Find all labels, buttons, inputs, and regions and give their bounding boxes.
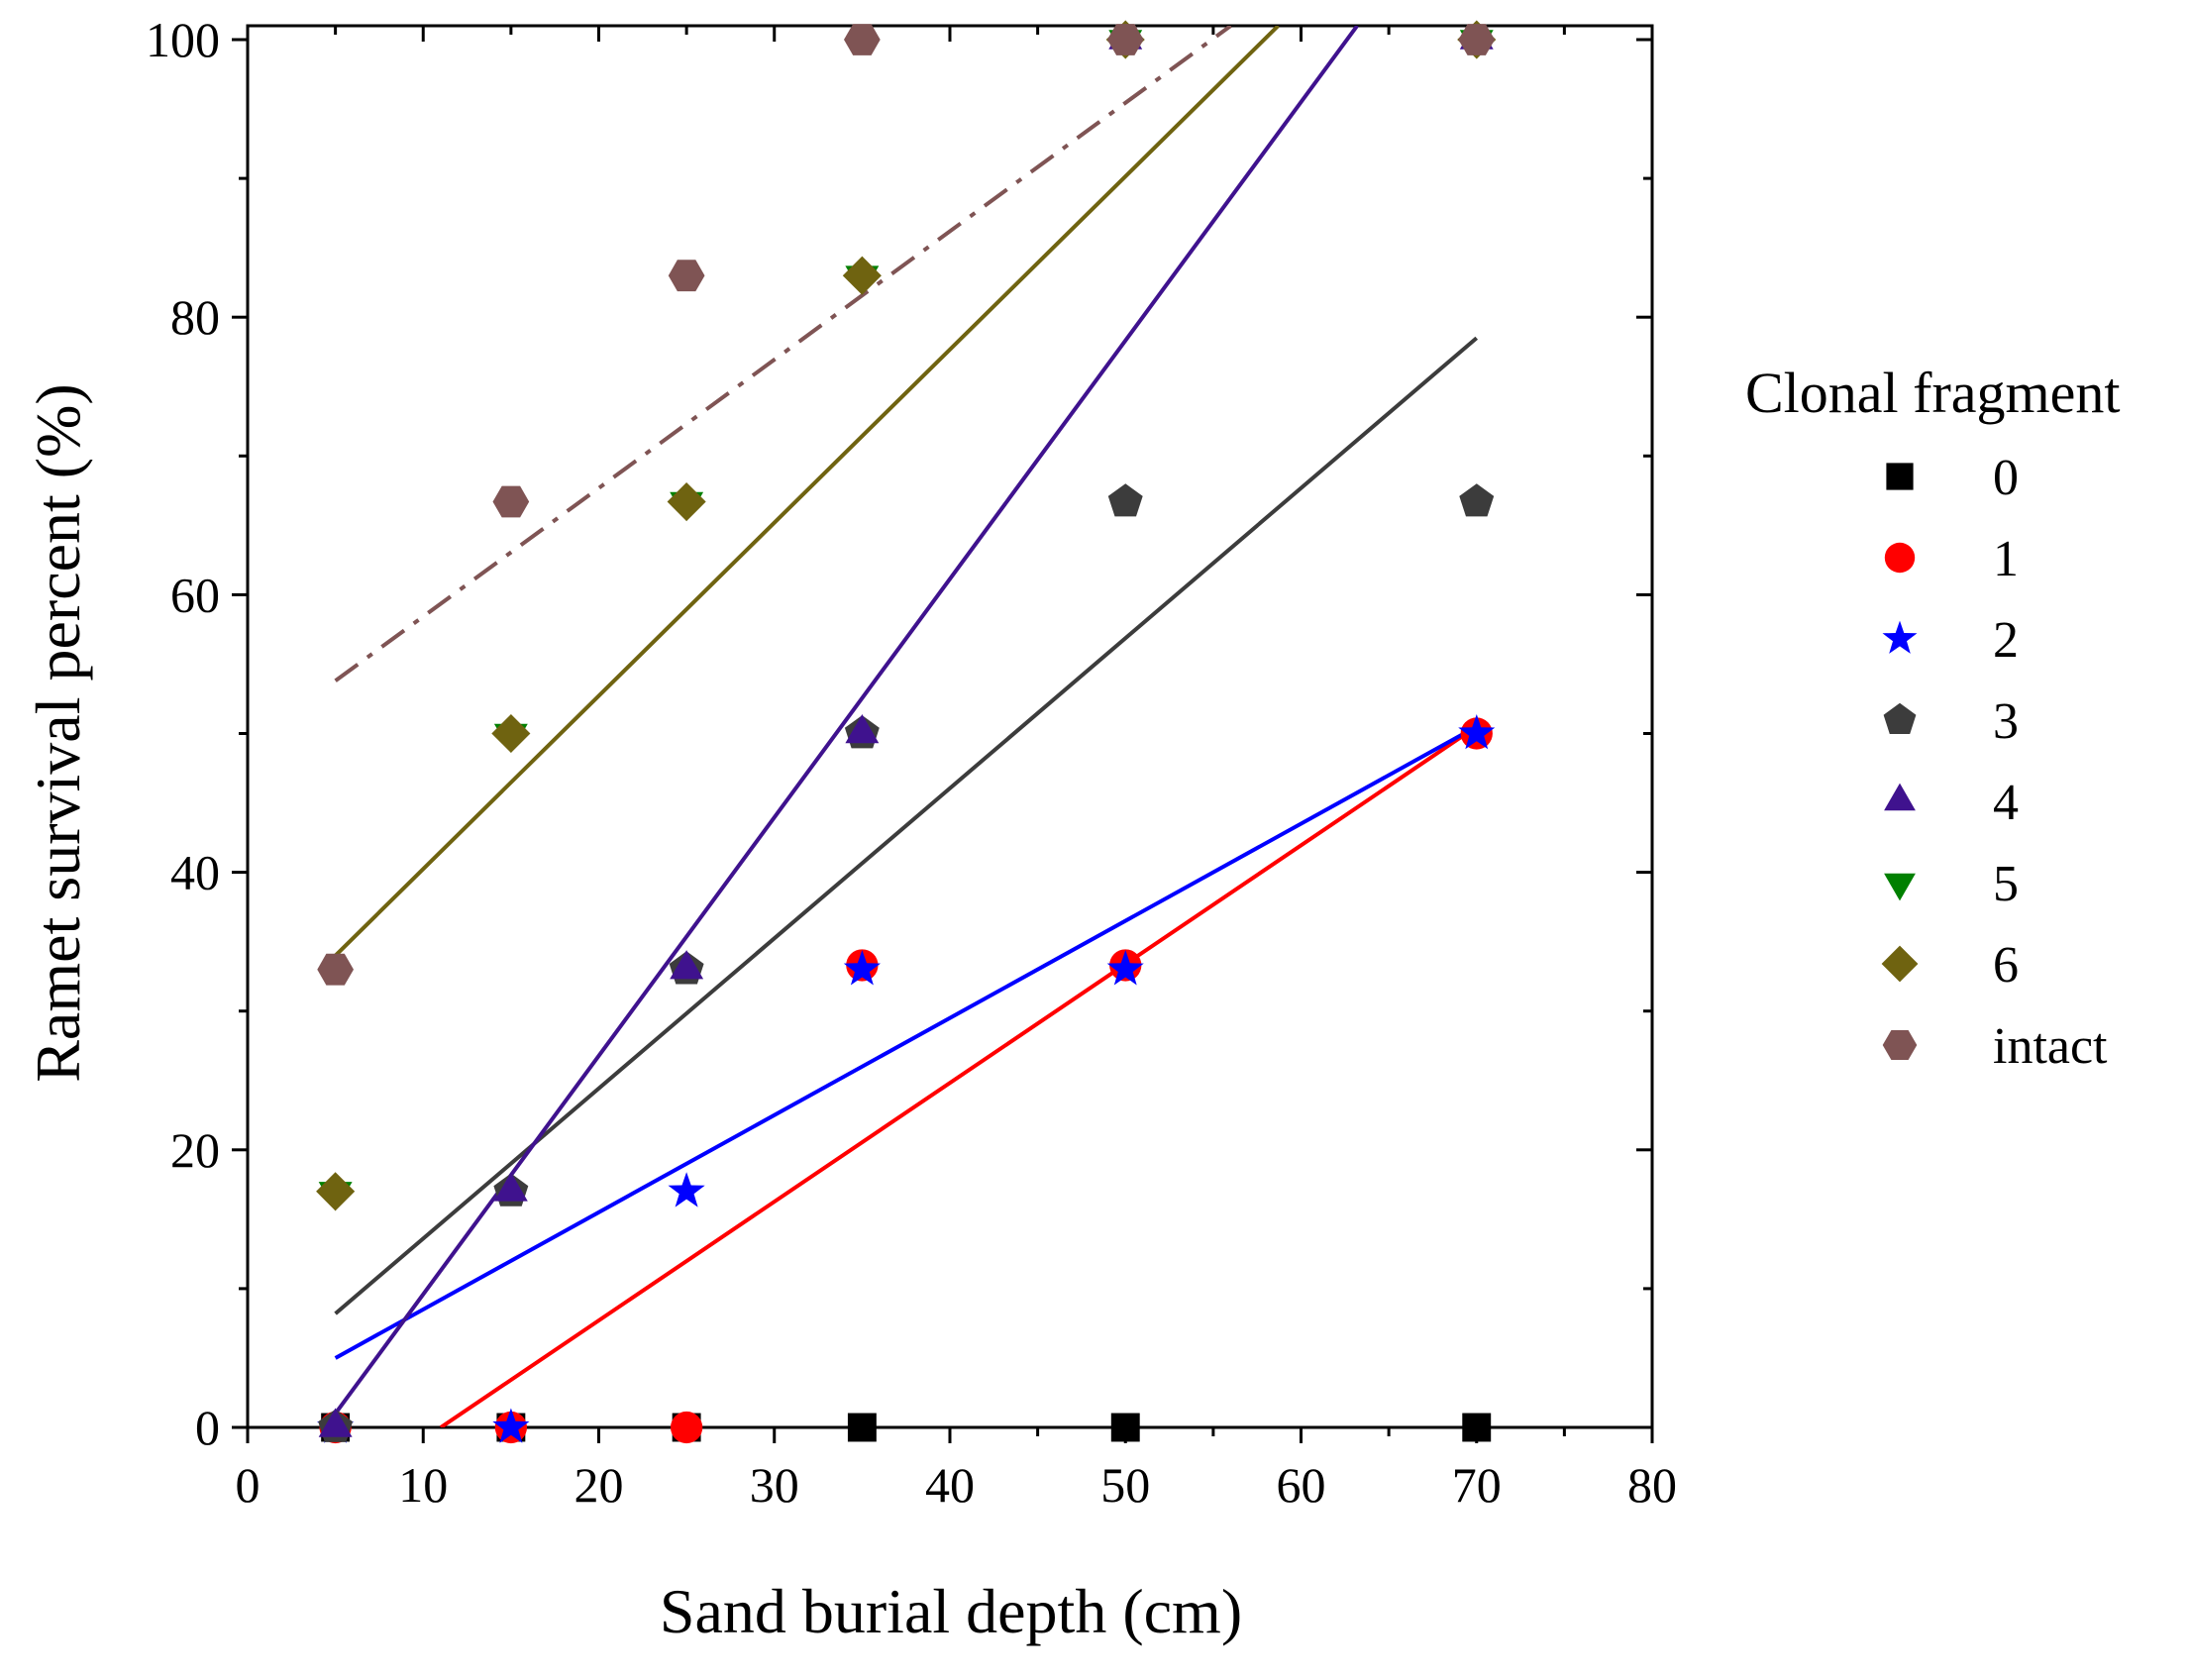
legend-marker-2 xyxy=(1882,620,1918,654)
y-axis-label: Ramet survival percent (%) xyxy=(23,383,93,1083)
data-point-intact xyxy=(844,24,881,55)
data-point-0 xyxy=(847,1413,877,1442)
y-tick-label: 60 xyxy=(170,567,220,622)
data-point-intact xyxy=(1106,24,1144,55)
data-point-0 xyxy=(1462,1413,1492,1442)
x-tick-label: 0 xyxy=(236,1457,261,1513)
y-tick-label: 40 xyxy=(170,845,220,900)
fit-line-2 xyxy=(334,724,1478,1360)
legend-label: intact xyxy=(1993,1018,2108,1075)
data-point-2 xyxy=(1106,950,1144,986)
data-point-2 xyxy=(843,950,881,986)
data-markers xyxy=(316,20,1497,1444)
data-point-4 xyxy=(670,950,704,980)
data-point-1 xyxy=(670,1411,703,1444)
x-tick-label: 80 xyxy=(1627,1457,1677,1513)
data-point-2 xyxy=(492,1408,530,1443)
x-tick-label: 20 xyxy=(574,1457,624,1513)
legend-marker-5 xyxy=(1884,873,1916,901)
data-point-intact xyxy=(317,953,354,986)
x-axis-label: Sand burial depth (cm) xyxy=(660,1576,1242,1646)
fit-line-6 xyxy=(334,26,1280,958)
x-tick-label: 30 xyxy=(750,1457,799,1513)
data-point-6 xyxy=(316,1172,356,1211)
legend-marker-intact xyxy=(1882,1030,1918,1060)
data-point-3 xyxy=(1107,483,1143,517)
fit-line-3 xyxy=(334,336,1479,1315)
legend-title: Clonal fragment xyxy=(1745,361,2121,425)
x-tick-label: 40 xyxy=(925,1457,975,1513)
x-tick-label: 10 xyxy=(398,1457,448,1513)
legend-marker-0 xyxy=(1886,463,1914,490)
y-tick-label: 0 xyxy=(195,1400,220,1455)
legend-marker-6 xyxy=(1881,945,1919,983)
x-tick-label: 60 xyxy=(1277,1457,1326,1513)
data-point-6 xyxy=(491,714,531,753)
legend-label: 3 xyxy=(1993,693,2019,750)
x-tick-label: 70 xyxy=(1452,1457,1502,1513)
data-point-2 xyxy=(668,1172,705,1208)
fit-line-intact xyxy=(334,26,1232,682)
plot-frame xyxy=(246,24,1654,1429)
data-point-3 xyxy=(1459,483,1495,517)
legend-label: 0 xyxy=(1993,450,2019,506)
data-point-intact xyxy=(668,260,705,292)
data-point-6 xyxy=(667,482,706,522)
y-tick-label: 100 xyxy=(146,12,220,67)
data-point-4 xyxy=(493,1172,528,1202)
axes: 0 10 20 30 40 50 60 70 80 0 20 40 60 80 100 xyxy=(146,12,1677,1513)
data-point-0 xyxy=(1110,1413,1140,1442)
data-point-6 xyxy=(842,256,882,295)
legend-label: 5 xyxy=(1993,856,2019,912)
data-point-2 xyxy=(1458,714,1496,750)
legend-marker-1 xyxy=(1884,542,1916,574)
legend-label: 2 xyxy=(1993,612,2019,669)
fit-line-1 xyxy=(439,724,1478,1427)
fit-line-4 xyxy=(334,26,1359,1416)
data-point-4 xyxy=(845,714,880,744)
data-point-intact xyxy=(492,485,530,518)
legend-label: 1 xyxy=(1993,531,2019,587)
legend-label: 6 xyxy=(1993,937,2019,994)
legend: Clonal fragment 0 1 2 3 4 5 6 intact xyxy=(1745,361,2121,1075)
data-point-intact xyxy=(1458,24,1496,55)
legend-label: 4 xyxy=(1993,775,2019,831)
legend-marker-3 xyxy=(1883,702,1917,734)
data-point-4 xyxy=(318,1408,353,1437)
y-tick-label: 20 xyxy=(170,1122,220,1178)
x-tick-label: 50 xyxy=(1100,1457,1150,1513)
y-tick-label: 80 xyxy=(170,289,220,345)
legend-marker-4 xyxy=(1884,783,1916,811)
